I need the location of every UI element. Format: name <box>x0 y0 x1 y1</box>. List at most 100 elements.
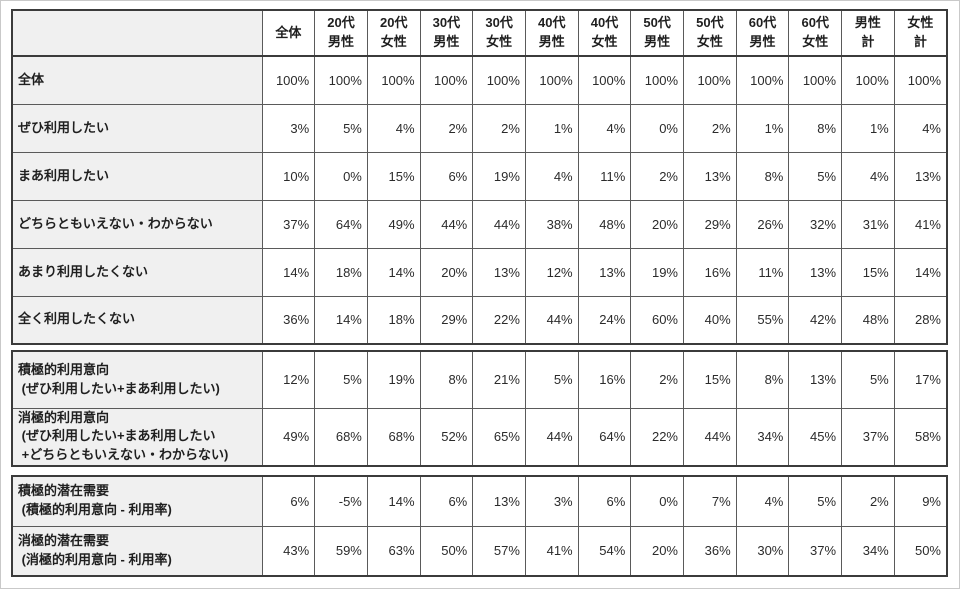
value-cell: 34% <box>841 525 895 577</box>
value-cell: 100% <box>630 55 684 105</box>
value-cell: 49% <box>261 407 316 467</box>
value-cell: 42% <box>788 295 843 345</box>
value-cell: 8% <box>788 103 843 153</box>
value-cell: -5% <box>314 475 368 527</box>
value-cell: 20% <box>419 247 474 297</box>
value-cell: 18% <box>366 295 421 345</box>
value-cell: 16% <box>683 247 737 297</box>
value-cell: 55% <box>735 295 790 345</box>
value-cell: 63% <box>366 525 421 577</box>
row-label-line: 全く利用したくない <box>18 311 136 327</box>
row-label-line: (ぜひ利用したい+まあ利用したい <box>18 428 216 444</box>
row-label-line: (消極的利用意向 - 利用率) <box>18 551 172 567</box>
value-cell: 13% <box>788 247 843 297</box>
row-label: 消極的利用意向 (ぜひ利用したい+まあ利用したい +どちらともいえない・わからな… <box>11 407 263 467</box>
row-label: 消極的潜在需要 (消極的利用意向 - 利用率) <box>11 525 263 577</box>
header-row: 全体 20代 男性 20代 女性 30代 男性 30代 女性 40代 男性 40代 女性 50代 男性 50代… <box>11 9 948 57</box>
row-label: 全体 <box>11 55 263 105</box>
value-cell: 13% <box>893 151 948 201</box>
value-cell: 4% <box>893 103 948 153</box>
value-cell: 8% <box>735 350 790 409</box>
value-cell: 100% <box>419 55 474 105</box>
value-cell: 4% <box>577 103 632 153</box>
column-header-6: 40代女性 <box>577 9 632 57</box>
usage-intention-tables: 全体 20代 男性 20代 女性 30代 男性 30代 女性 40代 男性 40代 女性 50代 男性 50代… <box>11 9 948 578</box>
column-header-line: 男性 <box>433 34 460 49</box>
value-cell: 22% <box>472 295 526 345</box>
column-header-line: 30代 <box>485 15 513 31</box>
value-cell: 6% <box>419 475 474 527</box>
corner-cell <box>11 9 263 57</box>
row-label: ぜひ利用したい <box>11 103 263 153</box>
value-cell: 5% <box>314 350 368 409</box>
value-cell: 57% <box>472 525 526 577</box>
value-cell: 100% <box>841 55 895 105</box>
value-cell: 41% <box>524 525 579 577</box>
value-cell: 6% <box>419 151 474 201</box>
table-row: どちらともいえない・わからない 37% 64% 49% 44% 44% 38% 48% 20% 2… <box>11 199 948 249</box>
value-cell: 100% <box>524 55 579 105</box>
value-cell: 24% <box>577 295 632 345</box>
value-cell: 32% <box>788 199 843 249</box>
column-header-line: 女性 <box>380 34 407 49</box>
value-cell: 15% <box>683 350 737 409</box>
row-label-line: どちらともいえない・わからない <box>18 215 213 231</box>
column-header-line: 女性 <box>591 34 618 49</box>
column-header-line: 30代 <box>432 15 461 31</box>
value-cell: 37% <box>261 199 316 249</box>
row-label-line: (ぜひ利用したい+まあ利用したい) <box>18 380 220 396</box>
column-header-4: 30代 女性 <box>472 9 526 57</box>
value-cell: 2% <box>419 103 474 153</box>
value-cell: 43% <box>261 525 316 577</box>
value-cell: 37% <box>841 407 895 467</box>
value-cell: 29% <box>683 199 737 249</box>
value-cell: 5% <box>314 103 368 153</box>
value-cell: 100% <box>735 55 790 105</box>
value-cell: 12% <box>261 350 316 409</box>
row-label-line: 消極的利用意向 <box>18 409 110 425</box>
value-cell: 4% <box>366 103 421 153</box>
value-cell: 68% <box>366 407 421 467</box>
value-cell: 64% <box>314 199 368 249</box>
value-cell: 9% <box>893 475 948 527</box>
value-cell: 6% <box>577 475 632 527</box>
value-cell: 65% <box>472 407 526 467</box>
column-header-5: 40代 男性 <box>524 9 579 57</box>
column-header-8: 50代 女性 <box>683 9 737 57</box>
value-cell: 2% <box>683 103 737 153</box>
value-cell: 0% <box>630 103 684 153</box>
row-label-line: まあ利用したい <box>18 167 110 183</box>
value-cell: 0% <box>314 151 368 201</box>
value-cell: 13% <box>577 247 632 297</box>
table-row: 消極的利用意向 (ぜひ利用したい+まあ利用したい +どちらともいえない・わからな… <box>11 407 948 467</box>
value-cell: 100% <box>261 55 316 105</box>
value-cell: 37% <box>788 525 843 577</box>
table-section-latent-demand: 積極的潜在需要 (積極的利用意向 - 利用率) 6% -5% 14% 6% 13% 3% 6%… <box>11 475 948 578</box>
value-cell: 44% <box>683 407 737 467</box>
value-cell: 58% <box>893 407 948 467</box>
value-cell: 14% <box>261 247 316 297</box>
column-header-line: 40代 <box>590 15 619 31</box>
value-cell: 14% <box>366 247 421 297</box>
value-cell: 3% <box>524 475 579 527</box>
value-cell: 6% <box>261 475 316 527</box>
value-cell: 30% <box>735 525 790 577</box>
value-cell: 26% <box>735 199 790 249</box>
value-cell: 44% <box>419 199 474 249</box>
value-cell: 1% <box>735 103 790 153</box>
column-header-line: 男性 <box>644 34 671 49</box>
column-header-12: 女性計 <box>893 9 948 57</box>
table-row: ぜひ利用したい 3% 5% 4% 2% 2% 1% 4% 0% 2% 1% 8% 1% 4% <box>11 103 948 153</box>
table-row: 消極的潜在需要 (消極的利用意向 - 利用率) 43% 59% 63% 50% 57% 41… <box>11 525 948 577</box>
value-cell: 49% <box>366 199 421 249</box>
value-cell: 20% <box>630 199 684 249</box>
value-cell: 19% <box>630 247 684 297</box>
value-cell: 100% <box>314 55 368 105</box>
value-cell: 14% <box>893 247 948 297</box>
row-label-line: +どちらともいえない・わからない) <box>18 447 229 463</box>
row-label-line: ぜひ利用したい <box>18 119 110 135</box>
column-header-line: 60代 <box>801 15 829 31</box>
table-row: 積極的潜在需要 (積極的利用意向 - 利用率) 6% -5% 14% 6% 13% 3% 6%… <box>11 475 948 527</box>
column-header-line: 20代 <box>327 15 355 31</box>
